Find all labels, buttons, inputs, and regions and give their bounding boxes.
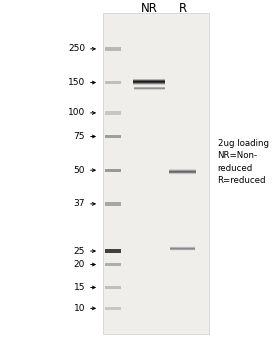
Bar [134,86,165,87]
Bar [170,169,196,170]
Text: 15: 15 [74,283,85,292]
Text: 37: 37 [74,200,85,208]
Bar [133,81,165,82]
Bar [105,249,121,253]
Bar [134,89,165,90]
Bar [170,172,196,173]
Text: R: R [179,2,187,15]
Bar [134,88,165,89]
Bar [170,247,195,248]
Bar [105,135,121,138]
Bar [170,248,195,249]
Bar [134,88,165,89]
Bar [133,83,165,84]
Bar [134,87,165,88]
Bar [105,81,121,84]
Bar [133,82,165,83]
Bar [170,171,196,172]
Bar [133,79,165,80]
Bar [170,247,195,248]
Bar [133,80,165,81]
Bar [105,286,121,289]
Bar [170,246,195,247]
Text: 100: 100 [68,109,85,117]
Bar [170,173,196,174]
Bar [105,307,121,310]
Text: 10: 10 [74,304,85,313]
Bar [170,171,196,172]
Bar [133,79,165,80]
Text: 2ug loading
NR=Non-
reduced
R=reduced: 2ug loading NR=Non- reduced R=reduced [218,139,269,185]
Bar [133,81,165,82]
Bar [134,86,165,87]
Text: 150: 150 [68,78,85,87]
Bar [133,79,165,80]
Bar [170,250,195,251]
Bar [134,88,165,89]
Bar [134,87,165,88]
Bar [133,82,165,83]
Text: 20: 20 [74,260,85,269]
Text: NR: NR [141,2,158,15]
Bar [170,172,196,173]
Bar [103,13,209,334]
Bar [133,84,165,85]
Bar [105,47,121,51]
Text: 25: 25 [74,247,85,255]
Bar [170,173,196,174]
Bar [134,89,165,90]
Bar [134,87,165,88]
Text: 250: 250 [68,44,85,53]
Bar [133,80,165,81]
Bar [134,89,165,90]
Bar [133,80,165,81]
Bar [133,81,165,82]
Text: 50: 50 [74,166,85,175]
Bar [170,248,195,249]
Bar [133,83,165,84]
Bar [170,169,196,170]
Bar [170,249,195,250]
Bar [134,86,165,87]
Bar [133,83,165,84]
Bar [105,111,121,115]
Bar [170,174,196,175]
Bar [105,168,121,172]
Bar [133,82,165,83]
Bar [134,88,165,89]
Bar [170,170,196,171]
Bar [170,172,196,173]
Bar [133,84,165,85]
Bar [134,89,165,90]
Bar [133,84,165,85]
Text: 75: 75 [74,132,85,141]
Bar [170,249,195,250]
Bar [105,263,121,266]
Bar [105,202,121,206]
Bar [170,170,196,171]
